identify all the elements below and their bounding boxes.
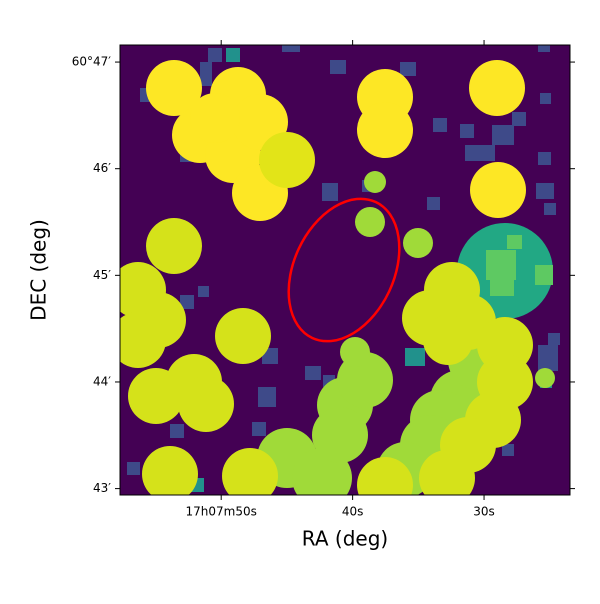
y-tick-label: 60°47′ xyxy=(72,55,112,69)
y-tick-label: 45′ xyxy=(93,268,111,282)
x-axis-label: RA (deg) xyxy=(302,527,388,551)
y-tick-label: 43′ xyxy=(93,481,111,495)
x-tick-label: 40s xyxy=(342,505,364,519)
image xyxy=(120,45,560,495)
x-tick-label: 30s xyxy=(473,505,495,519)
axes-frame xyxy=(119,44,571,496)
region-ellipse xyxy=(287,197,401,343)
x-tick-label: 17h07m50s xyxy=(186,505,257,519)
y-tick-label: 44′ xyxy=(93,374,111,388)
y-axis-label: DEC (deg) xyxy=(27,219,51,321)
y-tick-label: 46′ xyxy=(93,161,111,175)
